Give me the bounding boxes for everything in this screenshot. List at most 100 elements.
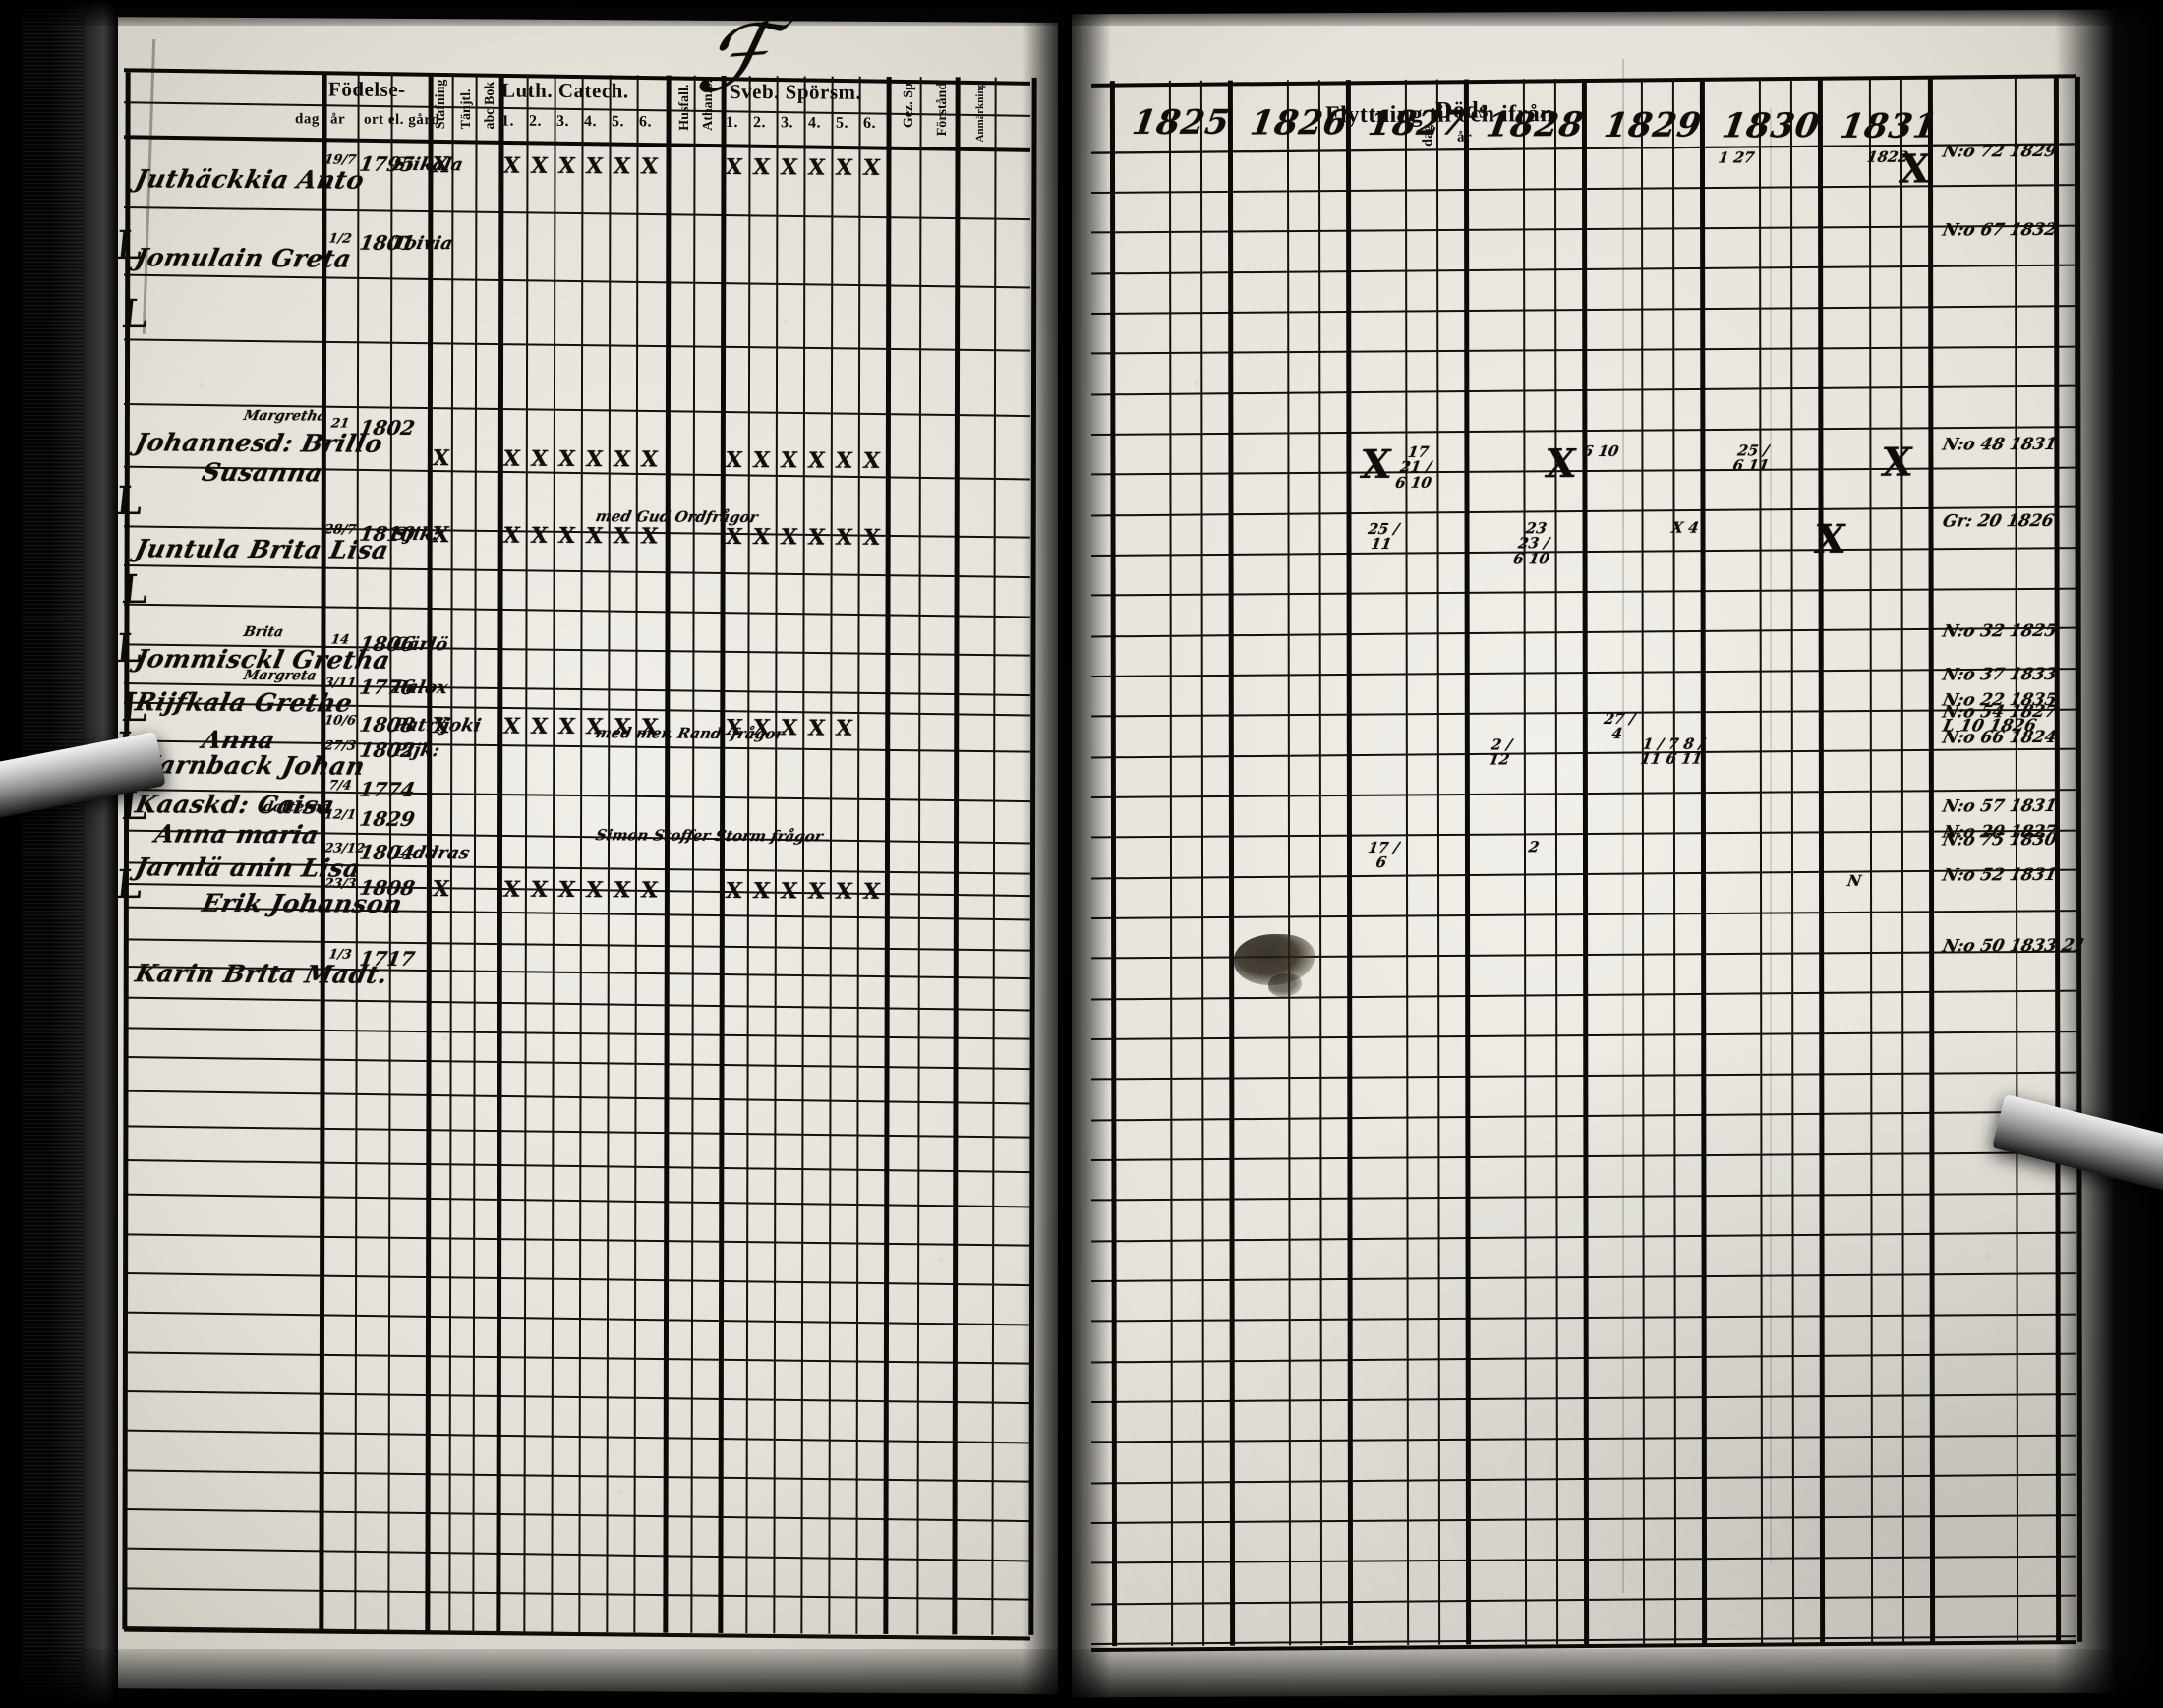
entry-sveb-0-5: X bbox=[861, 154, 882, 181]
grid-hline bbox=[124, 135, 1030, 152]
entry-catech-0-2: X bbox=[556, 152, 577, 180]
entry-stafning-4: X bbox=[431, 522, 451, 549]
moving-note-9: N:o 66 1824 bbox=[1940, 727, 2059, 748]
grid-hline bbox=[124, 101, 1030, 117]
grid-hline bbox=[124, 603, 1030, 618]
entry-catech-12-0: X bbox=[501, 876, 522, 903]
margin-mark-8: L bbox=[113, 862, 145, 908]
margin-mark-2: L bbox=[113, 479, 145, 524]
grid-vline bbox=[1640, 78, 1646, 1644]
entry-stafning-0: X bbox=[431, 152, 451, 179]
grid-hline bbox=[124, 1233, 1030, 1247]
header-sveb-3: 3. bbox=[781, 114, 793, 132]
entry-name-super-2: Margretha bbox=[242, 407, 328, 425]
entry-name-10: Anna maria bbox=[151, 819, 322, 850]
attendance-mark-r9-0: 2 / 12 bbox=[1488, 736, 1514, 769]
entry-birth-year-9: 1774 bbox=[357, 777, 417, 802]
attendance-mark-r12-1: 2 bbox=[1527, 838, 1541, 856]
year-header-1826: 1826 bbox=[1247, 103, 1351, 144]
entry-birth-place-11: Liddras bbox=[390, 842, 472, 864]
entry-birth-place-0: Siikala bbox=[390, 153, 466, 176]
entry-sveb-4-5: X bbox=[861, 524, 882, 551]
entry-catech-7-1: X bbox=[529, 713, 550, 739]
grid-vline bbox=[1404, 79, 1410, 1645]
margin-mark-3: L bbox=[119, 567, 150, 613]
grid-vline bbox=[1463, 79, 1472, 1645]
entry-name-7: Anna bbox=[199, 725, 278, 755]
entry-birth-day-0: 19/7 bbox=[322, 152, 358, 168]
book-spine-left bbox=[0, 0, 118, 1708]
grid-hline bbox=[124, 1090, 1030, 1105]
entry-catech-0-5: X bbox=[639, 153, 660, 180]
entry-sveb-3-2: X bbox=[779, 447, 799, 474]
moving-note-3: Gr: 20 1826 bbox=[1940, 510, 2056, 532]
header-luth-catech: Luth. Catech. bbox=[501, 78, 629, 103]
grid-hline bbox=[124, 1027, 1030, 1040]
header-sveb-1: 1. bbox=[726, 113, 738, 132]
right-dark-edge bbox=[2055, 0, 2163, 1708]
grid-vline bbox=[1286, 80, 1292, 1646]
scan-scratch bbox=[1770, 108, 1772, 1563]
entry-stafning-3: X bbox=[431, 445, 451, 472]
entry-birth-day-10: 12/1 bbox=[322, 807, 358, 823]
entry-birth-day-13: 1/3 bbox=[327, 947, 353, 963]
moving-note-4: N:o 32 1825 bbox=[1940, 620, 2059, 642]
attendance-mark-r9-2: 7 8 / 6 11 bbox=[1665, 735, 1707, 768]
top-dark-edge bbox=[0, 0, 2163, 26]
moving-note-13: N:o 52 1831 bbox=[1940, 864, 2059, 886]
entry-birth-day-12: 23/3 bbox=[322, 876, 358, 892]
grid-vline bbox=[496, 74, 504, 1632]
entry-birth-day-1: 1/2 bbox=[327, 231, 353, 247]
moving-note-10: N:o 57 1831 bbox=[1940, 795, 2059, 817]
entry-catech-3-4: X bbox=[612, 446, 632, 473]
grid-vline bbox=[1168, 80, 1174, 1646]
grid-vline bbox=[523, 74, 529, 1632]
entry-catech-3-1: X bbox=[529, 445, 550, 472]
entry-note-11: Simon Stoffer Storm frågor bbox=[594, 826, 825, 846]
header-fodelse-dag: dag bbox=[295, 111, 320, 128]
header-forstand: Förstånd bbox=[935, 82, 950, 137]
grid-vline bbox=[1868, 77, 1874, 1643]
attendance-mark-r4-5: X bbox=[1878, 439, 1916, 486]
entry-birth-place-5: Cärlö bbox=[390, 633, 450, 656]
entry-catech-12-5: X bbox=[639, 877, 660, 904]
header-sveb-5: 5. bbox=[836, 114, 848, 132]
entry-catech-12-4: X bbox=[612, 877, 632, 904]
grid-vline bbox=[578, 75, 584, 1633]
entry-birth-year-10: 1829 bbox=[357, 806, 417, 832]
header-luth-1: 1. bbox=[501, 112, 514, 130]
grid-vline bbox=[1699, 78, 1708, 1644]
entry-catech-3-2: X bbox=[556, 445, 577, 473]
entry-birth-place-1: Toivia bbox=[390, 232, 455, 255]
header-abc-bok: abc Bok bbox=[483, 81, 497, 130]
attendance-mark-r1-2: X bbox=[1896, 146, 1934, 193]
entry-birth-day-2: 21 bbox=[329, 416, 351, 432]
grid-hline bbox=[124, 1587, 1030, 1601]
scan-scratch bbox=[1622, 59, 1624, 1593]
header-fodelse-ar: år bbox=[330, 111, 346, 128]
right-page-ruling bbox=[1072, 10, 2114, 1698]
entry-catech-12-1: X bbox=[529, 876, 550, 903]
moving-note-0: N:o 72 1829 bbox=[1940, 141, 2059, 162]
grid-vline bbox=[1758, 78, 1764, 1644]
entry-name-8: Harnback Johan bbox=[132, 750, 368, 781]
attendance-mark-r4-3: 6 10 bbox=[1581, 442, 1620, 461]
entry-sveb-0-3: X bbox=[806, 154, 827, 181]
year-header-1831: 1831 bbox=[1837, 106, 1941, 147]
grid-hline bbox=[124, 1193, 1030, 1208]
entry-sveb-0-1: X bbox=[751, 154, 772, 181]
entry-catech-0-1: X bbox=[529, 152, 550, 179]
header-anmarkning: Anmärkning bbox=[974, 82, 986, 143]
grid-vline bbox=[551, 74, 556, 1632]
grid-hline bbox=[124, 1125, 1030, 1139]
entry-name-13: Karin Brita Madt. bbox=[132, 959, 391, 989]
moving-note-1: N:o 67 1832 bbox=[1940, 219, 2059, 241]
entry-sveb-12-3: X bbox=[806, 878, 827, 905]
entry-catech-4-4: X bbox=[612, 523, 632, 550]
entry-sveb-4-1: X bbox=[751, 524, 772, 551]
entry-sveb-3-4: X bbox=[834, 447, 854, 474]
header-luth-2: 2. bbox=[529, 112, 542, 130]
year-header-1827: 1827 bbox=[1365, 103, 1469, 145]
bottom-dark-edge bbox=[0, 1649, 2163, 1708]
grid-hline bbox=[124, 996, 1030, 1012]
